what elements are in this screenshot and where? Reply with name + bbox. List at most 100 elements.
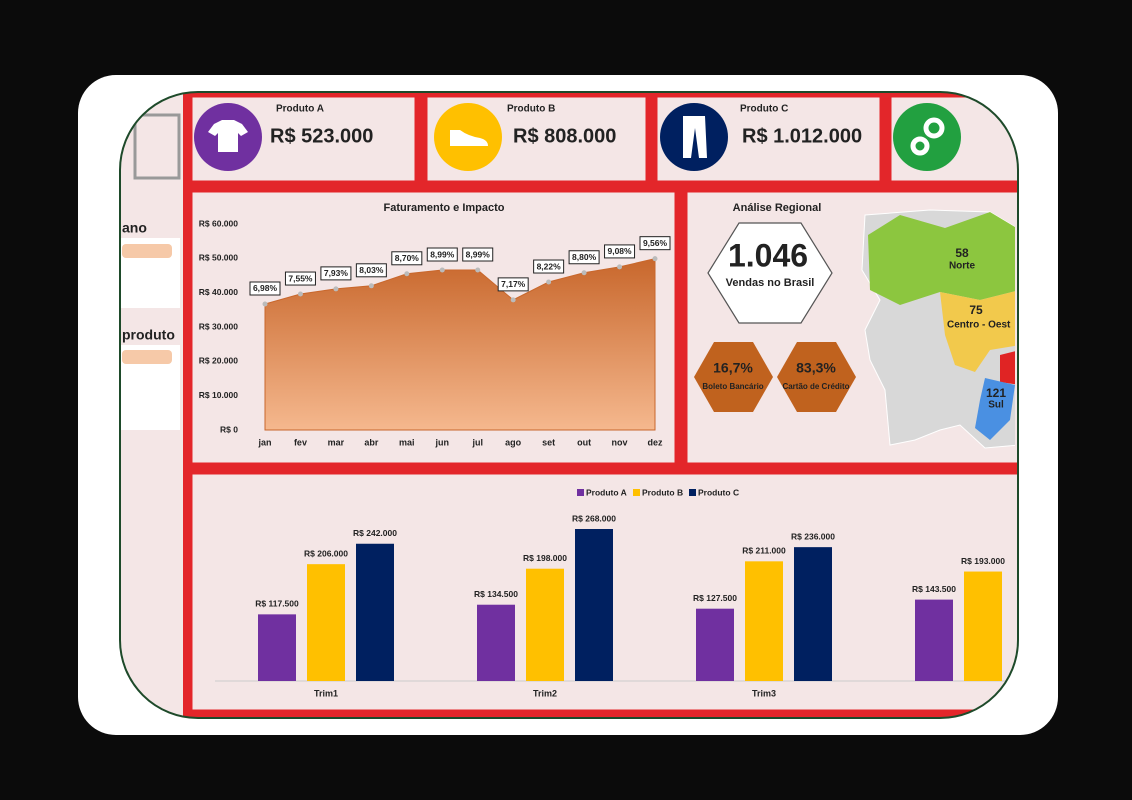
kpi-value: R$ 1.012.000 (742, 125, 862, 147)
legend-swatch (577, 489, 584, 496)
label-box (497, 277, 529, 292)
chart-title: Faturamento e Impacto (383, 202, 504, 214)
y-tick-label: R$ 50.000 (199, 253, 238, 263)
point (404, 271, 410, 277)
shirt (208, 120, 248, 152)
label-box (462, 247, 494, 262)
legend-label: Produto A (586, 487, 627, 497)
filter-item (122, 350, 172, 364)
data-label: 9,08% (607, 246, 632, 256)
kpi-label: Produto B (507, 104, 555, 115)
data-label: R$ 143.500 (912, 584, 956, 594)
screen-border (119, 91, 1019, 719)
data-label: 8,80% (572, 252, 597, 262)
bar (915, 599, 953, 681)
point (475, 267, 481, 273)
y-tick-label: R$ 40.000 (199, 287, 238, 297)
label-box (249, 281, 281, 296)
bar (696, 608, 734, 681)
point (652, 256, 658, 262)
map (861, 209, 1015, 449)
bar (794, 547, 832, 681)
label-box (355, 263, 387, 278)
bar (526, 568, 564, 681)
point (368, 283, 374, 289)
region-sudeste (1000, 350, 1015, 385)
region-value: 58 (955, 246, 969, 260)
data-label: 8,99% (466, 249, 491, 259)
x-tick-label: Trim3 (752, 688, 776, 698)
x-tick-label: fev (294, 437, 307, 447)
data-label: R$ 117.500 (255, 599, 299, 609)
point (333, 286, 339, 292)
label-box (391, 251, 423, 266)
data-label: R$ 206.000 (304, 548, 348, 558)
icon-gears (893, 103, 961, 171)
hexagon (777, 342, 856, 412)
x-tick-label: abr (364, 437, 379, 447)
region-centro-oeste (940, 290, 1015, 372)
region-sul (975, 378, 1015, 440)
bar (307, 564, 345, 681)
data-label: 8,70% (395, 253, 420, 263)
data-label: 8,03% (359, 265, 384, 275)
data-label: R$ 236.000 (791, 531, 835, 541)
x-tick-label: dez (647, 437, 663, 447)
bar (477, 604, 515, 681)
filter-title: ano (122, 220, 147, 236)
dashboard: ano produto Produto A R$ 523.000 Produto… (120, 92, 1018, 718)
region-norte (868, 212, 1015, 305)
legend-swatch (689, 489, 696, 496)
y-tick-label: R$ 60.000 (199, 218, 238, 228)
region-value: 121 (986, 386, 1006, 400)
point (297, 291, 303, 297)
payment-label: Cartão de Crédito (782, 382, 849, 391)
pants (683, 116, 707, 158)
data-label: 7,17% (501, 279, 526, 289)
x-tick-label: out (577, 437, 591, 447)
point (617, 264, 623, 270)
label-box (284, 271, 316, 286)
total-sales: 1.046 (728, 237, 808, 273)
bar (575, 529, 613, 681)
x-tick-label: ago (505, 437, 522, 447)
shoe (450, 130, 488, 146)
sidebar-box (133, 113, 181, 180)
label-box (568, 250, 600, 265)
point (546, 279, 552, 285)
kpi-label: Produto A (276, 104, 324, 115)
gear (923, 117, 945, 139)
filter-title: produto (122, 327, 175, 343)
kpi-value: R$ 523.000 (270, 125, 373, 147)
y-tick-label: R$ 20.000 (199, 356, 238, 366)
data-label: 9,56% (643, 238, 668, 248)
payment-share: 16,7% (713, 360, 753, 376)
data-label: R$ 134.500 (474, 589, 518, 599)
bar (745, 561, 783, 681)
y-tick-label: R$ 10.000 (199, 390, 238, 400)
data-label: 7,55% (288, 273, 313, 283)
data-label: R$ 127.500 (693, 593, 737, 603)
gear (910, 136, 930, 156)
data-label: 8,99% (430, 249, 455, 259)
region-value: 75 (969, 303, 983, 317)
x-tick-label: Trim1 (314, 688, 338, 698)
region-name: Centro - Oest (947, 320, 1011, 331)
bar (258, 614, 296, 681)
data-label: R$ 268.000 (572, 513, 616, 523)
x-tick-label: jul (471, 437, 483, 447)
point (510, 297, 516, 303)
kpi-label: Produto C (740, 104, 788, 115)
bar (964, 571, 1002, 681)
label-box (426, 247, 458, 262)
x-tick-label: jun (435, 437, 450, 447)
kpi-value: R$ 808.000 (513, 125, 616, 147)
legend-label: Produto C (698, 487, 739, 497)
data-label: R$ 193.000 (961, 556, 1005, 566)
x-tick-label: set (542, 437, 555, 447)
data-label: 7,93% (324, 268, 349, 278)
y-tick-label: R$ 30.000 (199, 321, 238, 331)
x-tick-label: mai (399, 437, 415, 447)
data-label: 6,98% (253, 283, 278, 293)
